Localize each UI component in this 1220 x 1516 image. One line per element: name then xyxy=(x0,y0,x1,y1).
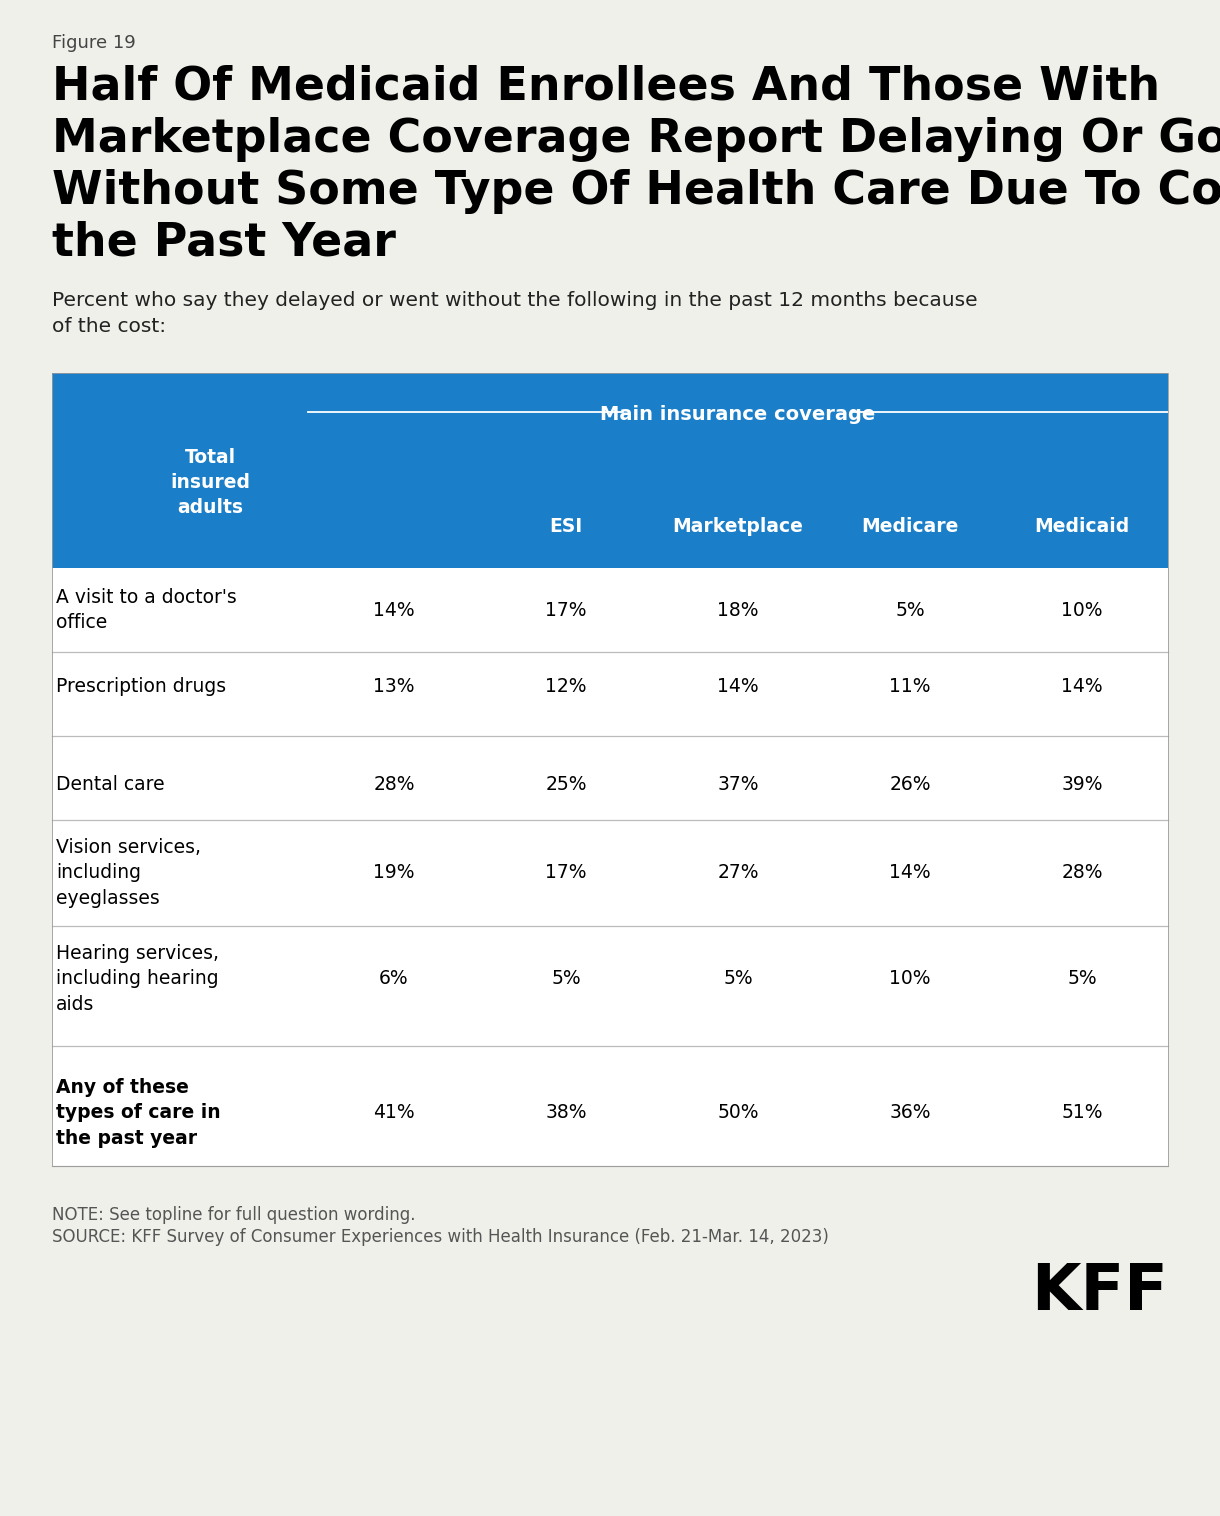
Text: 6%: 6% xyxy=(379,970,409,988)
Text: Without Some Type Of Health Care Due To Cost In: Without Some Type Of Health Care Due To … xyxy=(52,168,1220,214)
Text: 51%: 51% xyxy=(1061,1104,1103,1122)
Text: 38%: 38% xyxy=(545,1104,587,1122)
Text: 10%: 10% xyxy=(889,970,931,988)
Text: 5%: 5% xyxy=(895,600,925,620)
Text: 39%: 39% xyxy=(1061,776,1103,794)
Text: 14%: 14% xyxy=(1061,678,1103,696)
Text: 12%: 12% xyxy=(545,678,587,696)
Bar xyxy=(52,568,1168,1166)
Text: Any of these
types of care in
the past year: Any of these types of care in the past y… xyxy=(56,1078,221,1148)
Text: SOURCE: KFF Survey of Consumer Experiences with Health Insurance (Feb. 21-Mar. 1: SOURCE: KFF Survey of Consumer Experienc… xyxy=(52,1228,828,1246)
Text: 28%: 28% xyxy=(1061,864,1103,882)
Text: 14%: 14% xyxy=(889,864,931,882)
Text: 37%: 37% xyxy=(717,776,759,794)
Text: NOTE: See topline for full question wording.: NOTE: See topline for full question word… xyxy=(52,1207,416,1223)
Text: Percent who say they delayed or went without the following in the past 12 months: Percent who say they delayed or went wit… xyxy=(52,291,977,309)
Text: Hearing services,
including hearing
aids: Hearing services, including hearing aids xyxy=(56,944,220,1014)
Text: 18%: 18% xyxy=(717,600,759,620)
Text: 41%: 41% xyxy=(373,1104,415,1122)
Text: the Past Year: the Past Year xyxy=(52,221,395,265)
Text: A visit to a doctor's
office: A visit to a doctor's office xyxy=(56,588,237,632)
Text: ESI: ESI xyxy=(549,517,583,535)
Text: Dental care: Dental care xyxy=(56,776,165,794)
Text: of the cost:: of the cost: xyxy=(52,317,166,337)
Text: 28%: 28% xyxy=(373,776,415,794)
Text: 26%: 26% xyxy=(889,776,931,794)
Text: Figure 19: Figure 19 xyxy=(52,33,135,52)
Text: 5%: 5% xyxy=(551,970,581,988)
Text: 36%: 36% xyxy=(889,1104,931,1122)
Text: Marketplace Coverage Report Delaying Or Going: Marketplace Coverage Report Delaying Or … xyxy=(52,117,1220,162)
Text: 17%: 17% xyxy=(545,864,587,882)
Text: 13%: 13% xyxy=(373,678,415,696)
Text: 14%: 14% xyxy=(373,600,415,620)
Text: 25%: 25% xyxy=(545,776,587,794)
Text: Medicare: Medicare xyxy=(861,517,959,535)
Bar xyxy=(52,373,1168,1166)
Text: Prescription drugs: Prescription drugs xyxy=(56,678,226,696)
Text: KFF: KFF xyxy=(1031,1261,1168,1323)
Text: 17%: 17% xyxy=(545,600,587,620)
Text: 19%: 19% xyxy=(373,864,415,882)
Bar xyxy=(52,373,1168,568)
Text: 10%: 10% xyxy=(1061,600,1103,620)
Text: 50%: 50% xyxy=(717,1104,759,1122)
Text: 14%: 14% xyxy=(717,678,759,696)
Text: Medicaid: Medicaid xyxy=(1035,517,1130,535)
Text: Half Of Medicaid Enrollees And Those With: Half Of Medicaid Enrollees And Those Wit… xyxy=(52,65,1160,111)
Text: Total
insured
adults: Total insured adults xyxy=(170,449,250,517)
Text: Main insurance coverage: Main insurance coverage xyxy=(600,405,876,424)
Text: 5%: 5% xyxy=(723,970,753,988)
Text: 11%: 11% xyxy=(889,678,931,696)
Text: Marketplace: Marketplace xyxy=(672,517,804,535)
Text: 5%: 5% xyxy=(1068,970,1097,988)
Text: 27%: 27% xyxy=(717,864,759,882)
Text: Vision services,
including
eyeglasses: Vision services, including eyeglasses xyxy=(56,838,201,908)
